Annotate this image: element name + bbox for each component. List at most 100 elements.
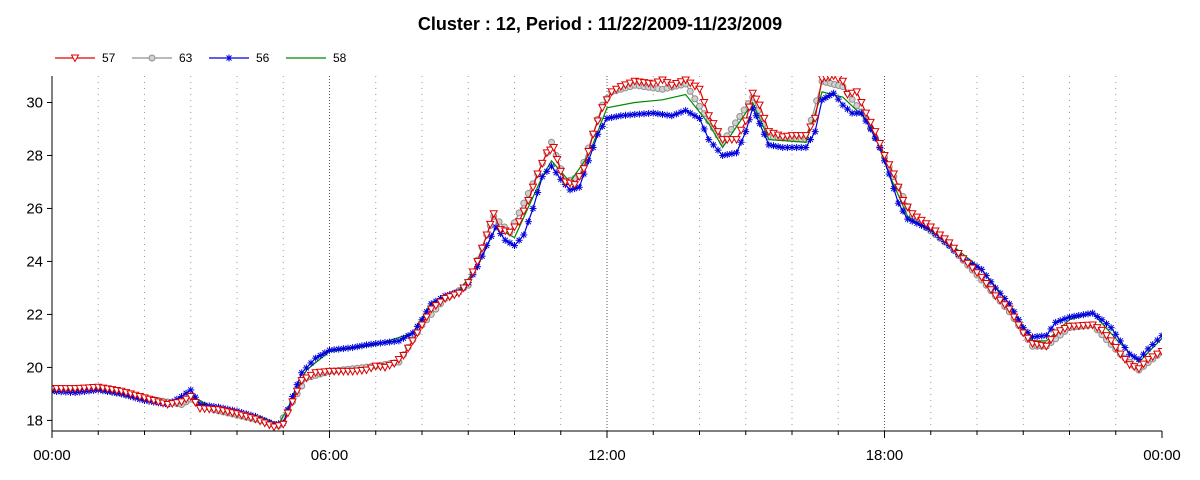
data-point: [783, 132, 792, 141]
data-point: [783, 144, 791, 152]
data-point: [963, 259, 973, 268]
data-point: [477, 244, 487, 253]
data-point: [450, 291, 459, 300]
data-point: [1084, 310, 1092, 318]
data-point: [163, 401, 172, 410]
data-point: [770, 142, 777, 150]
data-point: [1153, 336, 1161, 344]
data-point: [148, 54, 156, 62]
data-point: [1139, 360, 1148, 369]
axes: 18 20 22 24 26 28 30 00:00 06:00 12:00 18:00 00:00: [26, 76, 1181, 464]
legend-label: 57: [102, 51, 116, 65]
data-point: [719, 151, 727, 159]
data-point: [968, 264, 977, 273]
data-point: [1106, 337, 1116, 346]
data-point: [408, 337, 418, 346]
data-point: [70, 54, 80, 63]
data-point: [744, 103, 754, 112]
data-point: [278, 420, 288, 429]
data-point: [834, 95, 842, 103]
series-line: [52, 76, 1162, 428]
data-point: [380, 363, 390, 372]
data-point: [579, 165, 589, 174]
data-point: [353, 343, 361, 351]
data-point: [1143, 355, 1153, 365]
data-point: [381, 339, 389, 347]
y-tick-label: 20: [26, 359, 43, 376]
data-point: [857, 98, 866, 108]
data-point: [778, 133, 788, 142]
data-point: [696, 114, 703, 122]
data-point: [403, 344, 413, 353]
data-point: [972, 269, 982, 278]
data-point: [765, 141, 773, 149]
data-point: [676, 78, 686, 87]
data-point: [807, 136, 814, 144]
grid: [97, 76, 1117, 431]
data-point: [187, 386, 195, 394]
data-point: [944, 239, 954, 248]
data-point: [413, 329, 422, 338]
data-point: [1042, 332, 1050, 340]
data-point: [459, 284, 468, 293]
data-point: [593, 117, 603, 126]
data-point: [584, 148, 593, 157]
data-point: [843, 91, 852, 100]
data-point: [1148, 353, 1158, 362]
data-point: [520, 231, 528, 239]
data-point: [330, 346, 338, 354]
data-point: [1187, 348, 1193, 354]
data-point: [473, 257, 482, 267]
data-point: [811, 128, 819, 136]
data-point: [1102, 332, 1111, 341]
data-point: [362, 366, 371, 375]
data-point: [1182, 346, 1189, 353]
data-point: [386, 338, 394, 346]
data-point: [413, 322, 421, 330]
data-point: [1103, 320, 1110, 328]
data-point: [940, 235, 949, 244]
data-point: [870, 128, 880, 137]
data-point: [752, 112, 760, 120]
series-line: [52, 92, 1162, 426]
data-point: [225, 54, 233, 62]
data-point: [538, 173, 546, 181]
data-point: [890, 185, 898, 193]
data-point: [1164, 348, 1170, 354]
data-point: [528, 183, 538, 192]
data-point: [511, 242, 518, 250]
legend-item-57: 57: [55, 51, 116, 65]
data-point: [505, 228, 515, 237]
data-point: [344, 344, 352, 352]
data-point: [1163, 348, 1170, 355]
data-point: [283, 409, 293, 418]
data-point: [367, 340, 375, 348]
data-point: [1158, 332, 1162, 340]
data-point: [903, 203, 912, 212]
y-tick-label: 18: [26, 412, 43, 429]
y-tick-label: 30: [26, 94, 43, 111]
data-point: [1191, 348, 1197, 354]
data-point: [556, 167, 566, 176]
data-point: [1157, 348, 1162, 357]
data-point: [440, 295, 450, 304]
data-point: [926, 223, 936, 232]
data-point: [991, 292, 1000, 301]
data-point: [659, 110, 666, 118]
data-point: [1000, 301, 1010, 310]
data-point: [705, 136, 713, 144]
data-point: [1046, 336, 1056, 345]
data-point: [608, 114, 616, 122]
data-point: [1060, 325, 1070, 334]
data-point: [172, 399, 182, 408]
data-point: [1196, 319, 1200, 326]
data-point: [510, 223, 519, 232]
y-tick-label: 26: [26, 200, 43, 217]
data-point: [760, 130, 768, 138]
legend-label: 63: [179, 51, 193, 65]
data-point: [191, 399, 200, 408]
data-point: [1005, 305, 1014, 314]
data-point: [1111, 344, 1121, 353]
legend: 57 63 56 58: [55, 51, 347, 65]
